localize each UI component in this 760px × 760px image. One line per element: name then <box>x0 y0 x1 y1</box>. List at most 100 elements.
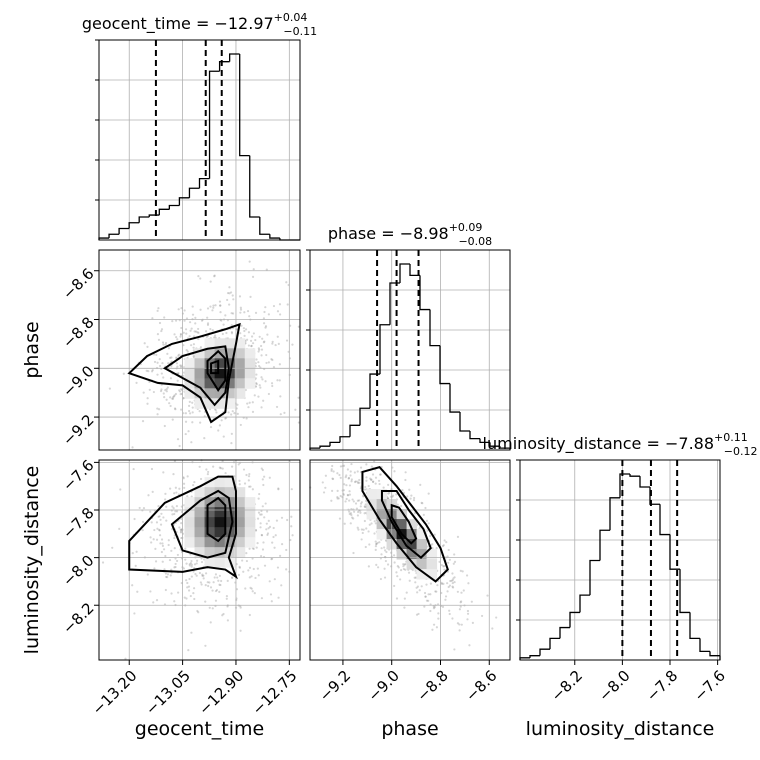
sample-point <box>236 403 239 406</box>
sample-point <box>324 474 327 477</box>
sample-point <box>458 623 461 626</box>
sample-point <box>183 486 186 489</box>
sample-point <box>147 370 150 373</box>
hist-bin <box>379 324 390 375</box>
sample-point <box>348 499 351 502</box>
sample-point <box>346 494 350 497</box>
sample-point <box>180 364 183 367</box>
sample-point <box>171 513 174 516</box>
hist-bin <box>499 446 510 449</box>
sample-point <box>179 531 183 534</box>
sample-point <box>186 495 189 498</box>
hist-bin <box>639 476 650 488</box>
sample-point <box>152 601 155 604</box>
sample-point <box>237 463 240 466</box>
sample-point <box>171 397 174 400</box>
sample-point <box>270 558 273 561</box>
sample-point <box>271 541 274 544</box>
sample-point <box>219 304 222 307</box>
sample-point <box>373 520 376 523</box>
sample-point <box>214 589 218 593</box>
sample-point <box>363 512 366 515</box>
panel-frame-luminosity_distance <box>519 459 721 661</box>
sample-point <box>251 488 254 491</box>
sample-point <box>262 483 265 487</box>
sample-point <box>408 488 411 491</box>
sample-point <box>215 588 219 592</box>
sample-point <box>184 558 187 561</box>
sample-point <box>465 574 469 577</box>
sample-point <box>251 590 254 593</box>
sample-point <box>179 393 182 396</box>
hist-bin <box>709 651 720 657</box>
sample-point <box>375 563 378 566</box>
sample-point <box>180 517 183 521</box>
sample-point <box>441 605 445 608</box>
sample-point <box>178 389 181 392</box>
density-cell <box>204 547 216 558</box>
sample-point <box>193 587 196 590</box>
sample-point <box>396 565 399 568</box>
sample-point <box>345 484 348 487</box>
hist-bin <box>148 214 160 217</box>
sample-point <box>160 372 163 375</box>
sample-point <box>339 494 342 498</box>
sample-point <box>353 471 356 474</box>
sample-point <box>207 584 210 588</box>
sample-point <box>435 547 438 550</box>
sample-point <box>451 572 454 575</box>
sample-point <box>227 411 230 414</box>
sample-point <box>255 373 258 376</box>
sample-point <box>168 558 172 562</box>
sample-point <box>460 591 463 594</box>
sample-point <box>280 543 284 546</box>
sample-point <box>332 470 335 473</box>
sample-point <box>219 583 222 587</box>
sample-point <box>467 582 470 585</box>
sample-point <box>193 481 196 484</box>
density-cell <box>204 507 216 518</box>
sample-point <box>184 412 187 415</box>
title-main: phase = −8.98 <box>328 224 449 243</box>
sample-point <box>159 542 162 545</box>
sample-point <box>171 319 174 323</box>
sample-point <box>440 582 444 585</box>
density-cell <box>426 569 438 580</box>
sample-point <box>402 562 405 566</box>
sample-point <box>158 364 162 368</box>
sample-point <box>350 462 353 466</box>
density-cell <box>406 559 418 570</box>
sample-point <box>226 291 230 295</box>
sample-point <box>155 538 159 541</box>
sample-point <box>374 548 377 551</box>
sample-point <box>342 489 345 492</box>
sample-point <box>342 464 346 467</box>
sample-point <box>268 476 271 479</box>
sample-point <box>254 576 257 580</box>
sample-point <box>238 479 241 483</box>
sample-point <box>193 330 196 333</box>
density-cell <box>194 527 206 538</box>
sample-point <box>459 605 462 608</box>
sample-point <box>260 344 263 348</box>
sample-point <box>279 395 282 398</box>
sample-point <box>266 532 270 535</box>
sample-point <box>237 573 241 576</box>
sample-point <box>248 547 251 550</box>
hist-bin <box>108 233 120 239</box>
sample-point <box>150 370 154 373</box>
sample-point <box>443 568 446 571</box>
sample-point <box>230 432 233 435</box>
sample-point <box>362 495 365 498</box>
sample-point <box>404 471 407 474</box>
sample-point <box>255 546 258 549</box>
sample-point <box>199 477 203 481</box>
sample-point <box>156 407 159 410</box>
density-cell <box>244 358 256 369</box>
sample-point <box>403 563 406 566</box>
sample-point <box>158 529 161 532</box>
sample-point <box>214 304 217 307</box>
sample-point <box>248 472 251 476</box>
sample-point <box>180 522 183 525</box>
